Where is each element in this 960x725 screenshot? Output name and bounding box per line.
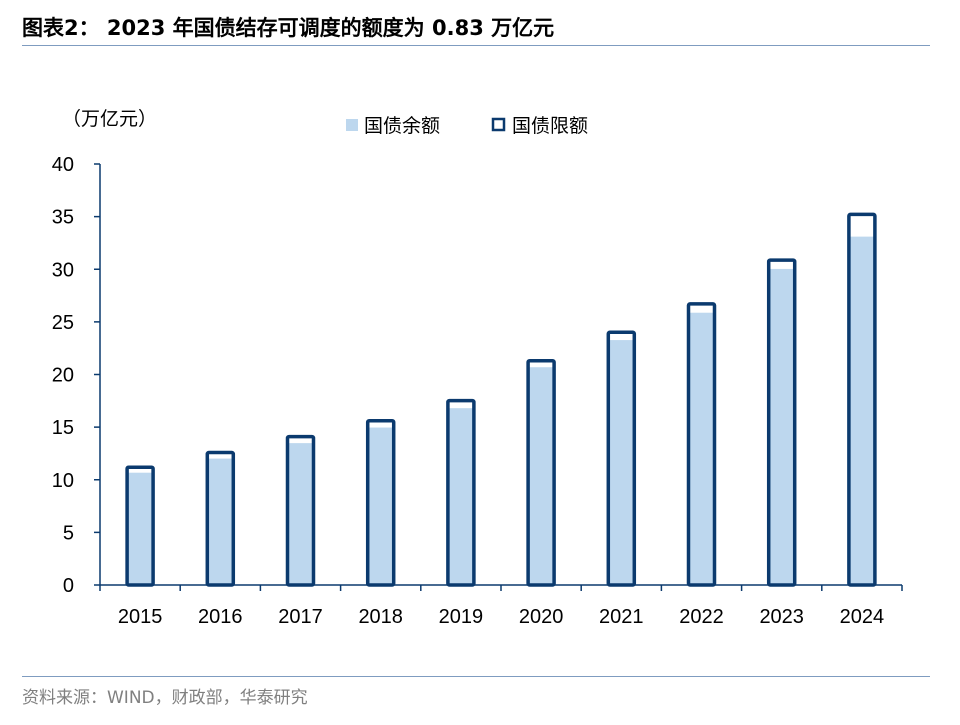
y-tick-label: 25 (52, 312, 74, 334)
bar-balance-2018 (367, 427, 394, 585)
x-tick-label: 2021 (599, 606, 644, 628)
bar-balance-2019 (447, 408, 474, 585)
x-tick-label: 2024 (840, 606, 885, 628)
source-note: 资料来源：WIND，财政部，华泰研究 (22, 688, 308, 708)
bar-balance-2023 (768, 268, 795, 585)
bar-limit-2024 (847, 212, 877, 587)
y-tick-label: 20 (52, 365, 74, 387)
bar-limit-2021 (606, 330, 637, 587)
bar-balance-2017 (287, 443, 314, 585)
bar-balance-2021 (608, 340, 635, 585)
bar-limit-2023 (766, 258, 797, 587)
y-tick-label: 5 (63, 522, 74, 544)
bar-balance-2022 (688, 312, 715, 585)
bar-limit-2022 (686, 302, 717, 587)
bar-limit-2017 (285, 434, 316, 587)
y-tick-label: 0 (63, 575, 74, 597)
x-tick-label: 2023 (759, 606, 804, 628)
bar-limit-2019 (446, 398, 476, 587)
y-tick-label: 30 (52, 259, 74, 281)
legend-swatch-balance (346, 119, 358, 131)
bar-limit-2016 (205, 450, 236, 587)
y-unit-label: （万亿元） (62, 108, 157, 130)
bar-balance-2020 (528, 367, 555, 585)
y-tick-label: 40 (52, 154, 74, 176)
bar-limit-2020 (526, 358, 556, 587)
legend-swatch-limit (491, 117, 506, 132)
x-tick-label: 2015 (118, 606, 163, 628)
bar-limit-2018 (365, 418, 396, 587)
y-tick-label: 35 (52, 207, 74, 229)
bar-balance-2015 (127, 472, 154, 585)
legend-label-limit: 国债限额 (512, 115, 588, 137)
figure-title: 图表2： 2023 年国债结存可调度的额度为 0.83 万亿元 (22, 16, 555, 40)
source-divider (22, 676, 930, 677)
y-tick-label: 15 (52, 417, 74, 439)
x-tick-label: 2020 (519, 606, 564, 628)
x-tick-label: 2017 (278, 606, 323, 628)
bar-chart: 0 5 10 15 20 25 30 35 40 2015 2016 2017 2018 2019 2020… (52, 108, 903, 628)
x-tick-label: 2022 (679, 606, 724, 628)
bar-balance-2024 (848, 236, 875, 585)
legend-label-balance: 国债余额 (364, 115, 440, 137)
bar-limit-2015 (125, 465, 155, 587)
x-tick-label: 2019 (439, 606, 484, 628)
x-tick-label: 2018 (358, 606, 403, 628)
title-divider (22, 45, 930, 46)
x-tick-label: 2016 (198, 606, 243, 628)
bar-balance-2016 (207, 458, 234, 585)
y-tick-label: 10 (52, 470, 74, 492)
